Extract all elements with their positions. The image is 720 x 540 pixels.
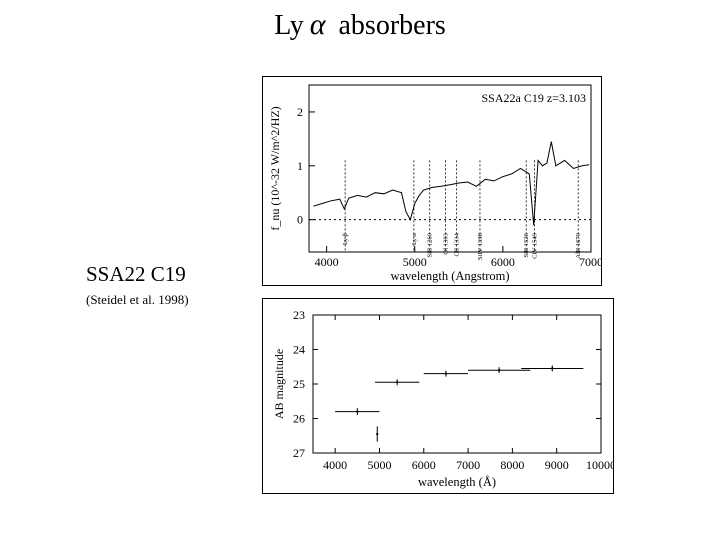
data-point [444, 372, 448, 375]
photometry-panel: 4000 5000 6000 7000 8000 9000 10000 23 24 25 26 27 w… [262, 298, 616, 494]
x-tick-label: 8000 [500, 458, 524, 472]
y-tick-label: 2 [297, 105, 303, 119]
data-point [395, 381, 399, 384]
line-label: SiII 1526 [523, 232, 530, 257]
y-axis-label: AB magnitude [272, 349, 286, 419]
y-tick-label: 25 [293, 377, 305, 391]
x-tick-label: 7000 [579, 255, 601, 269]
x-tick-label: 6000 [412, 458, 436, 472]
line-label: CII 1334 [454, 232, 461, 256]
data-point [497, 369, 501, 372]
object-name: SSA22 C19 [86, 262, 186, 286]
alpha-symbol: α [309, 8, 326, 41]
x-axis-label: wavelength (Å) [418, 475, 496, 489]
y-tick-label: 26 [293, 412, 305, 426]
line-label: Ly β [342, 232, 349, 244]
spectrum-line [313, 141, 590, 226]
plot-frame [312, 314, 602, 454]
y-tick-label: 27 [293, 446, 305, 460]
data-point [376, 432, 379, 436]
data-point [551, 367, 554, 370]
y-tick-label: 23 [293, 308, 305, 322]
slide-title-prefix: Ly [274, 10, 304, 41]
slide-title-suffix: absorbers [338, 10, 446, 41]
x-axis-label: wavelength (Angstrom) [390, 269, 509, 283]
line-label: SiIV 1398 [477, 233, 484, 260]
slide-title: Ly α absorbers [0, 8, 720, 42]
x-tick-label: 4000 [315, 255, 339, 269]
data-point [356, 410, 359, 413]
x-tick-label: 4000 [323, 458, 347, 472]
x-tick-label: 10000 [586, 458, 613, 472]
line-label: CIV 1549 [532, 233, 539, 259]
line-label: AlII 1670 [575, 233, 582, 258]
spectrum-panel: 4000 5000 6000 7000 0 1 2 Ly β Ly α SiII 1260 OI 1… [262, 76, 603, 286]
line-label: SiII 1260 [427, 233, 434, 257]
x-tick-label: 9000 [545, 458, 569, 472]
spectrum-chart: 4000 5000 6000 7000 0 1 2 Ly β Ly α SiII 1260 OI 1… [268, 84, 603, 283]
object-citation: (Steidel et al. 1998) [86, 292, 189, 307]
y-tick-label: 0 [297, 213, 303, 227]
x-tick-label: 5000 [403, 255, 427, 269]
x-tick-label: 6000 [491, 255, 515, 269]
y-axis-label: f_nu (10^-32 W/m^2/HZ) [268, 106, 282, 230]
photometry-chart: 4000 5000 6000 7000 8000 9000 10000 23 24 25 26 27 w… [272, 308, 616, 489]
x-tick-label: 5000 [367, 458, 391, 472]
line-label: OI 1303 [443, 233, 450, 254]
plot-frame [308, 84, 592, 253]
spectrum-annotation: SSA22a C19 z=3.103 [482, 91, 586, 105]
x-tick-label: 7000 [456, 458, 480, 472]
line-label: Ly α [411, 233, 418, 245]
y-tick-label: 1 [297, 159, 303, 173]
y-tick-label: 24 [293, 343, 305, 357]
